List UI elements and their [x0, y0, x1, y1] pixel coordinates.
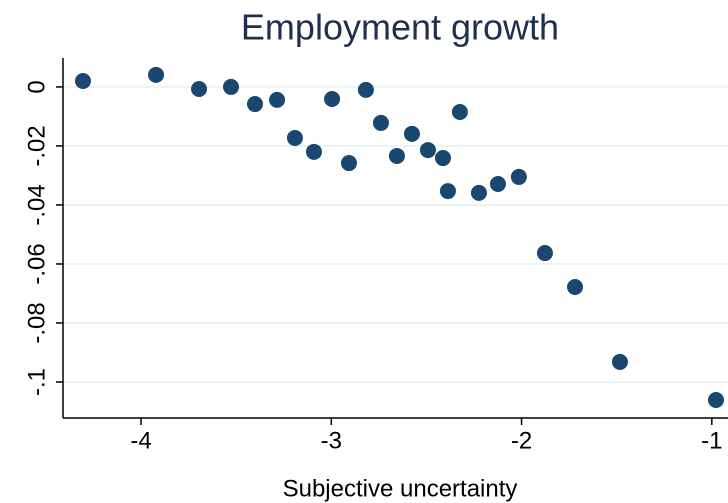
point [419, 142, 436, 159]
point [305, 143, 322, 160]
point [191, 80, 208, 97]
y-tick-label: -.06 [23, 243, 50, 284]
chart-title: Employment growth [241, 7, 559, 48]
point [439, 183, 456, 200]
x-tick-label: -2 [511, 427, 532, 454]
y-tick-label: -.1 [23, 368, 50, 396]
point [403, 125, 420, 142]
x-tick-label: -1 [701, 427, 722, 454]
point [470, 184, 487, 201]
point [489, 176, 506, 192]
point [269, 91, 286, 108]
y-tick-label: 0 [23, 80, 50, 93]
point [324, 91, 341, 108]
point [340, 155, 357, 172]
x-tick-label: -4 [130, 427, 151, 454]
point [567, 278, 584, 295]
y-tick-label: -.04 [23, 184, 50, 225]
point [451, 104, 468, 120]
point [611, 353, 628, 370]
point [388, 147, 405, 164]
point [223, 78, 240, 95]
y-tick-label: -.08 [23, 302, 50, 343]
point [357, 81, 374, 98]
point [74, 73, 91, 90]
point [708, 392, 725, 408]
point [148, 66, 165, 83]
point [434, 150, 451, 167]
point [372, 114, 389, 131]
x-axis-label: Subjective uncertainty [283, 475, 518, 502]
point [510, 168, 527, 185]
point [246, 96, 263, 113]
y-tick-label: -.02 [23, 125, 50, 166]
point [536, 245, 553, 262]
point [286, 129, 303, 146]
x-tick-label: -3 [321, 427, 342, 454]
